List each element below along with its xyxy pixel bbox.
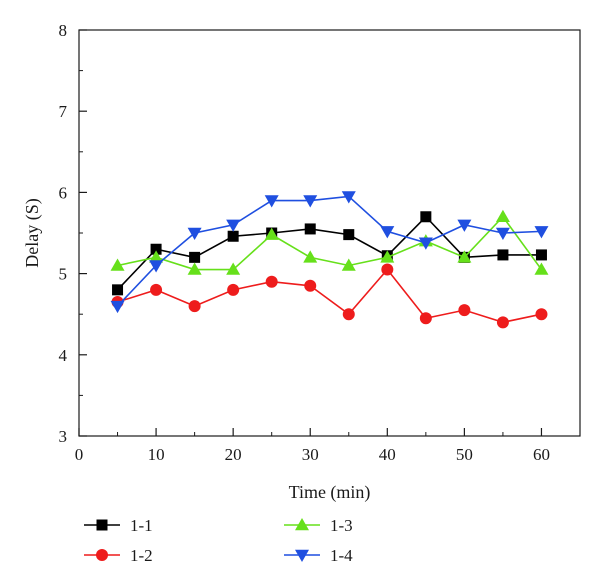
- y-tick-label: 6: [59, 183, 68, 202]
- data-point: [418, 237, 433, 250]
- data-point: [497, 249, 509, 261]
- data-point: [110, 300, 125, 314]
- x-axis-title: Time (min): [289, 482, 371, 503]
- data-point: [341, 191, 356, 204]
- data-point: [150, 243, 162, 255]
- legend-label: 1-4: [330, 546, 353, 565]
- series-1-1: [112, 211, 547, 296]
- series-1-3: [110, 209, 549, 275]
- series-line: [116, 215, 542, 291]
- data-point: [381, 263, 394, 276]
- data-point: [420, 211, 432, 223]
- data-point: [149, 250, 164, 263]
- legend-marker: [295, 518, 309, 531]
- data-point: [110, 258, 125, 271]
- data-point: [380, 226, 395, 239]
- y-tick-label: 5: [59, 265, 68, 284]
- data-point: [496, 316, 509, 329]
- data-point: [343, 229, 355, 241]
- data-point: [304, 279, 317, 292]
- series-1-4: [110, 191, 549, 314]
- series-line: [117, 215, 543, 271]
- plot-area: 0 10 20 30 40 50 60 3 4 5 6 7 8: [59, 21, 581, 464]
- data-point: [458, 304, 471, 317]
- x-tick-label: 60: [533, 445, 550, 464]
- data-point: [341, 258, 356, 271]
- data-point: [189, 251, 201, 263]
- x-tick-label: 10: [148, 445, 165, 464]
- y-axis-title: Delay (S): [22, 198, 43, 267]
- data-point: [226, 219, 241, 232]
- data-point: [535, 249, 547, 261]
- series-1-2: [111, 263, 548, 329]
- data-point: [380, 250, 395, 263]
- data-point: [495, 227, 510, 240]
- legend-item-1-4: 1-4: [284, 546, 353, 565]
- legend-marker: [96, 549, 108, 561]
- data-point: [303, 195, 318, 208]
- data-point: [227, 230, 239, 242]
- data-point: [457, 250, 472, 263]
- y-tick-label: 8: [59, 21, 68, 40]
- legend-marker: [295, 549, 309, 562]
- data-point: [264, 195, 279, 208]
- series-line: [117, 268, 542, 324]
- legend-item-1-1: 1-1: [84, 516, 153, 535]
- legend-label: 1-1: [130, 516, 153, 535]
- y-tick-label: 3: [59, 427, 68, 446]
- x-tick-label: 40: [379, 445, 396, 464]
- legend: 1-1 1-2 1-3 1-4: [84, 516, 353, 565]
- x-tick-label: 30: [302, 445, 319, 464]
- series-line: [116, 195, 542, 307]
- data-point: [187, 262, 202, 275]
- x-tick-label: 0: [75, 445, 84, 464]
- legend-label: 1-3: [330, 516, 353, 535]
- legend-label: 1-2: [130, 546, 153, 565]
- data-point: [535, 308, 548, 321]
- data-point: [265, 275, 278, 288]
- data-point: [187, 227, 202, 240]
- data-point: [226, 262, 241, 275]
- data-point: [303, 250, 318, 263]
- legend-item-1-2: 1-2: [84, 546, 153, 565]
- data-point: [342, 308, 355, 321]
- y-tick-label: 4: [59, 346, 68, 365]
- y-tick-label: 7: [59, 102, 68, 121]
- data-point: [495, 209, 510, 223]
- data-point: [534, 226, 549, 239]
- x-tick-label: 50: [456, 445, 473, 464]
- data-point: [112, 284, 124, 296]
- x-tick-label: 20: [225, 445, 242, 464]
- data-point: [419, 312, 432, 325]
- data-point: [150, 283, 163, 296]
- data-point: [227, 283, 240, 296]
- data-point: [188, 300, 201, 313]
- data-point: [149, 260, 164, 273]
- legend-item-1-3: 1-3: [284, 516, 353, 535]
- legend-marker: [96, 519, 108, 531]
- data-point: [264, 227, 279, 240]
- data-point: [534, 262, 549, 275]
- data-point: [304, 223, 316, 235]
- data-point: [457, 219, 472, 232]
